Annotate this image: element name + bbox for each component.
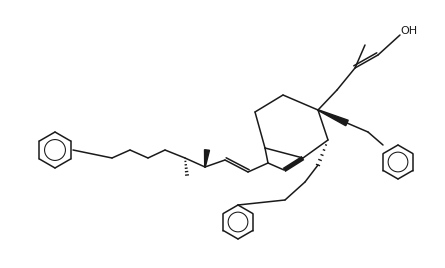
- Polygon shape: [318, 110, 348, 126]
- Polygon shape: [205, 150, 210, 167]
- Text: OH: OH: [400, 26, 417, 36]
